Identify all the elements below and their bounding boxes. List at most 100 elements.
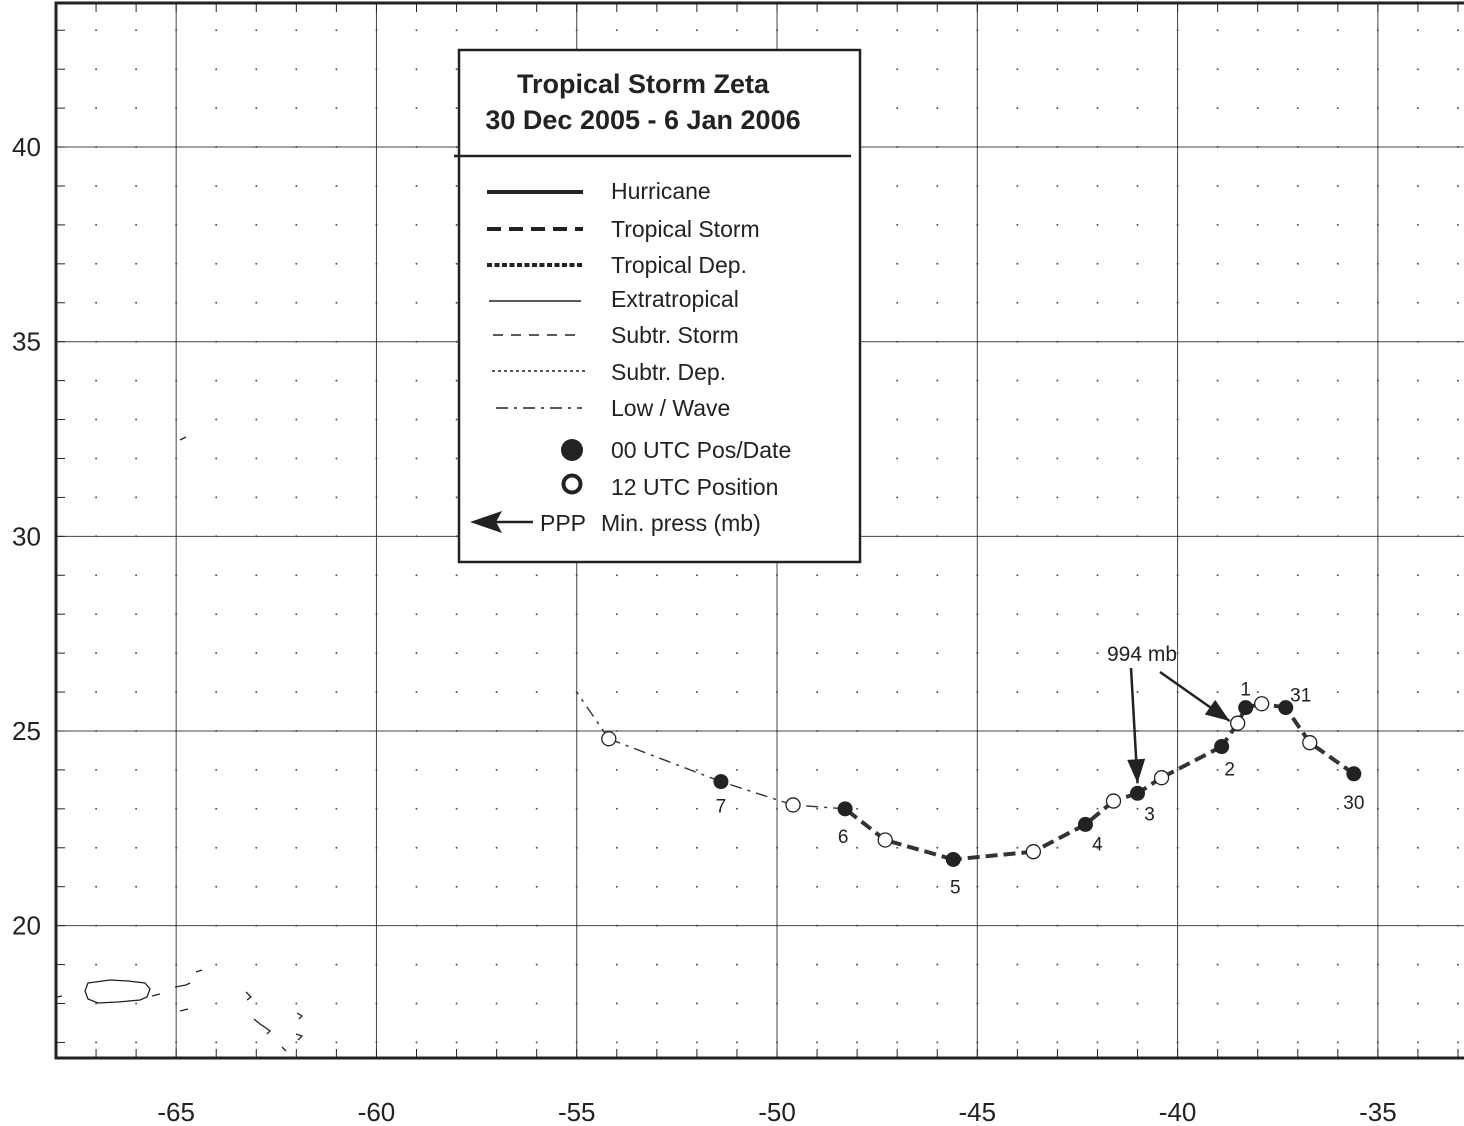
grid-dot — [896, 262, 899, 265]
grid-dot — [1136, 691, 1139, 694]
grid-dot — [295, 768, 298, 771]
track-segment — [1308, 741, 1355, 776]
position-00utc — [945, 851, 961, 867]
grid-dot — [936, 691, 939, 694]
grid-dot — [215, 223, 218, 226]
grid-dot — [255, 652, 258, 655]
grid-dot — [1056, 107, 1059, 110]
grid-dot — [695, 885, 698, 888]
grid-dot — [95, 29, 98, 32]
grid-dot — [135, 107, 138, 110]
grid-dot — [695, 807, 698, 810]
grid-dot — [856, 846, 859, 849]
grid-dot — [1296, 652, 1299, 655]
grid-dot — [135, 457, 138, 460]
legend-label-tropical-dep: Tropical Dep. — [611, 252, 747, 278]
grid-dot — [415, 885, 418, 888]
grid-dot — [1136, 457, 1139, 460]
grid-dot — [1096, 107, 1099, 110]
grid-dot — [1216, 963, 1219, 966]
grid-dot — [1096, 768, 1099, 771]
grid-dot — [455, 1002, 458, 1005]
grid-dot — [215, 107, 218, 110]
grid-dot — [295, 496, 298, 499]
grid-dot — [1056, 185, 1059, 187]
grid-dot — [95, 768, 98, 771]
grid-dot — [295, 963, 298, 966]
grid-dot — [1136, 418, 1139, 421]
grid-dot — [1016, 29, 1019, 32]
grid-dot — [1296, 885, 1299, 888]
grid-dot — [255, 885, 258, 888]
grid-dot — [455, 652, 458, 655]
position-12utc — [877, 832, 893, 848]
grid-dot — [1216, 807, 1219, 810]
grid-dot — [535, 768, 538, 771]
grid-dot — [655, 574, 658, 577]
grid-dot — [295, 418, 298, 421]
grid-dot — [936, 223, 939, 226]
grid-dot — [255, 379, 258, 382]
grid-dot — [816, 1002, 819, 1005]
legend-label-00utc: 00 UTC Pos/Date — [611, 437, 791, 463]
grid-dot — [1416, 107, 1419, 110]
grid-dot — [1296, 963, 1299, 966]
legend-swatch-12utc — [561, 473, 583, 495]
grid-dot — [215, 496, 218, 499]
grid-dot — [1256, 496, 1259, 499]
grid-dot — [816, 613, 819, 616]
grid-dot — [415, 1002, 418, 1005]
grid-dot — [1416, 496, 1419, 499]
grid-dot — [1056, 807, 1059, 810]
grid-dot — [335, 846, 338, 849]
grid-dot — [255, 29, 258, 32]
grid-dot — [95, 301, 98, 304]
grid-dot — [295, 574, 298, 577]
grid-dot — [936, 262, 939, 265]
grid-dot — [495, 691, 498, 694]
pressure-arrows — [1127, 667, 1231, 784]
grid-dot — [335, 418, 338, 421]
grid-dot — [95, 1041, 98, 1044]
grid-dot — [695, 846, 698, 849]
grid-dot — [255, 496, 258, 499]
grid-dot — [736, 768, 738, 771]
grid-dot — [736, 29, 738, 32]
grid-dot — [295, 691, 298, 694]
grid-dot — [1096, 379, 1099, 382]
grid-dot — [1096, 185, 1099, 187]
grid-dot — [856, 807, 859, 810]
grid-dot — [615, 613, 618, 616]
grid-dot — [1296, 379, 1299, 382]
grid-dot — [816, 846, 819, 849]
grid-dot — [1296, 691, 1299, 694]
grid-dot — [1096, 418, 1099, 421]
grid-dot — [896, 418, 899, 421]
grid-dot — [415, 457, 418, 460]
track-segment — [720, 780, 794, 806]
grid-dot — [335, 185, 338, 187]
grid-dot — [1256, 457, 1259, 460]
grid-dot — [1216, 496, 1219, 499]
grid-dot — [215, 885, 218, 888]
grid-dot — [1256, 223, 1259, 226]
grid-dot — [335, 301, 338, 304]
grid-dot — [1256, 1002, 1259, 1005]
grid-dot — [1016, 691, 1019, 694]
grid-dot — [1296, 1002, 1299, 1005]
grid-dot — [1056, 885, 1059, 888]
grid-dot — [335, 496, 338, 499]
grid-dot — [695, 1002, 698, 1005]
grid-dot — [1296, 68, 1299, 71]
grid-dot — [1416, 185, 1419, 187]
position-12utc — [1254, 696, 1270, 712]
lat-tick-label: 40 — [12, 132, 41, 162]
legend-label-low-wave: Low / Wave — [611, 395, 730, 421]
grid-dot — [695, 29, 698, 32]
grid-dot — [1296, 29, 1299, 32]
grid-dot — [1336, 301, 1339, 304]
grid-dot — [415, 301, 418, 304]
grid-dot — [335, 457, 338, 460]
map-frame — [54, 1, 1464, 1060]
grid-dot — [1336, 379, 1339, 382]
